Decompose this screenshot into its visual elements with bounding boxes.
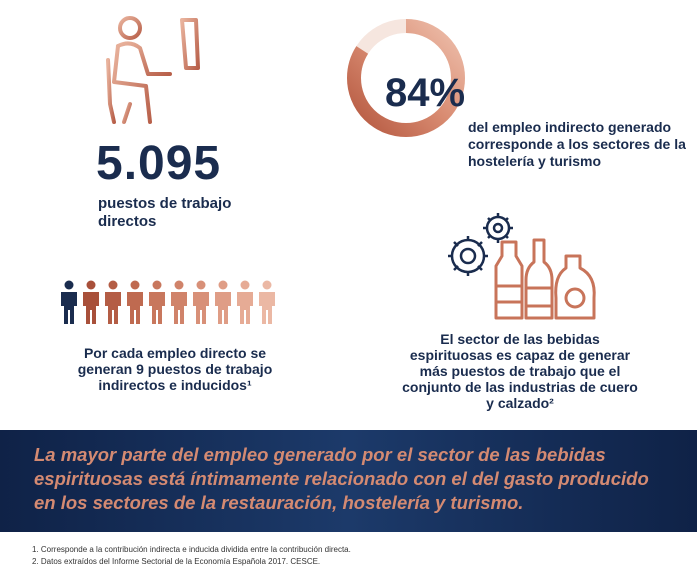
person-figure <box>259 280 275 324</box>
person-figure <box>127 280 143 324</box>
banner-text: La mayor parte del empleo generado por e… <box>34 444 649 513</box>
person-figure <box>105 280 121 324</box>
percent-donut-chart <box>347 19 465 137</box>
person-figure <box>215 280 231 324</box>
people-row-icon <box>61 280 275 324</box>
person-figure <box>193 280 209 324</box>
person-figure <box>237 280 253 324</box>
footnote-1: 1. Corresponde a la contribución indirec… <box>32 545 351 554</box>
person-at-desk-icon <box>106 16 212 124</box>
percent-caption: del empleo indirecto generado correspond… <box>468 119 686 169</box>
multiplier-caption: Por cada empleo directo se generan 9 pue… <box>77 345 273 393</box>
person-figure <box>171 280 187 324</box>
sector-caption: El sector de las bebidas espirituosas es… <box>402 331 638 411</box>
footnote-2: 2. Datos extraídos del Informe Sectorial… <box>32 557 321 566</box>
percent-donut-arc <box>347 19 465 137</box>
jobs-number: 5.095 <box>96 137 222 190</box>
bottles-icon <box>494 238 596 320</box>
person-figure <box>83 280 99 324</box>
gears-icon <box>448 213 513 276</box>
jobs-caption: puestos de trabajo directos <box>98 195 232 230</box>
footnotes: 1. Corresponde a la contribución indirec… <box>32 544 351 568</box>
percent-value: 84% <box>385 71 466 115</box>
person-figure <box>149 280 165 324</box>
summary-banner <box>0 430 697 532</box>
person-figure <box>61 280 77 324</box>
